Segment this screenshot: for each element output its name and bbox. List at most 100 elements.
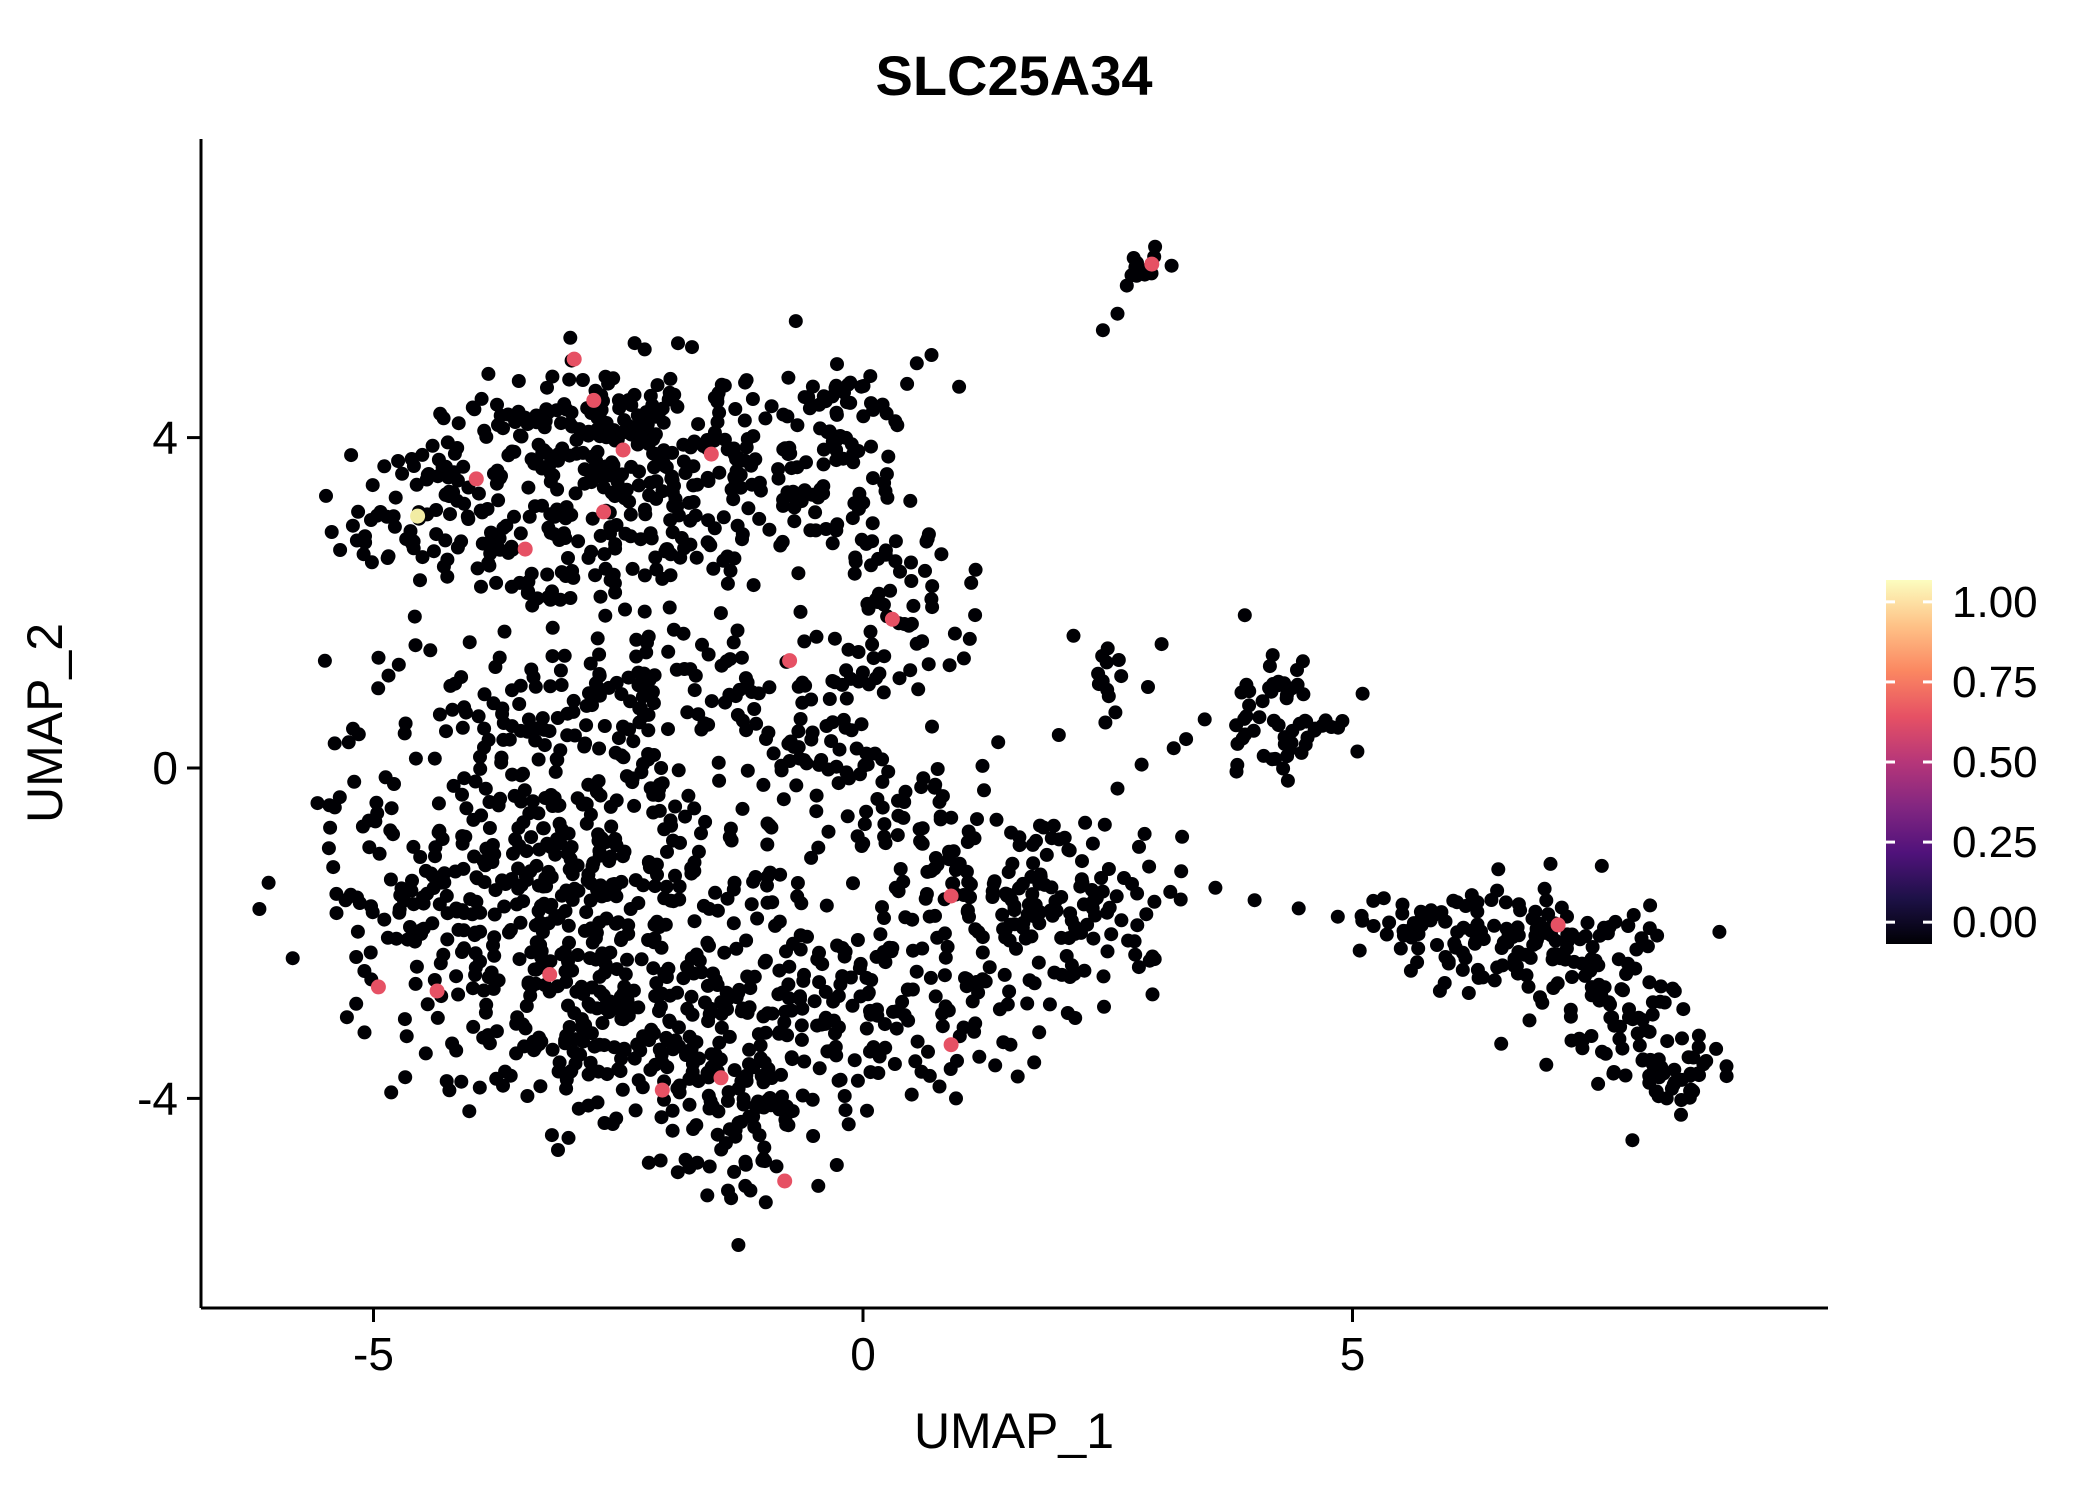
data-point — [553, 836, 568, 851]
data-point — [617, 844, 632, 859]
data-point — [704, 694, 719, 709]
data-point — [739, 1073, 754, 1088]
data-point — [904, 574, 919, 588]
data-point — [1025, 837, 1040, 852]
data-point — [901, 1013, 916, 1028]
data-point — [1591, 1076, 1606, 1091]
data-point — [1085, 836, 1100, 851]
data-point — [996, 922, 1011, 937]
data-point — [1032, 1025, 1047, 1040]
data-point — [329, 906, 344, 921]
data-point — [812, 975, 827, 990]
data-point — [672, 1078, 687, 1093]
data-point — [666, 622, 681, 637]
data-point — [545, 1042, 560, 1057]
data-point — [866, 471, 880, 486]
data-point — [1491, 862, 1506, 877]
data-point — [472, 1080, 487, 1095]
data-point — [618, 526, 633, 541]
data-point — [618, 602, 632, 617]
data-point — [457, 700, 472, 715]
data-point — [853, 989, 868, 1004]
data-point — [806, 1129, 821, 1143]
data-point — [413, 850, 428, 864]
data-point — [829, 1158, 844, 1172]
data-point — [1234, 685, 1249, 700]
data-point — [531, 904, 546, 918]
data-point — [772, 963, 787, 978]
data-point — [496, 521, 511, 536]
data-point — [876, 597, 891, 612]
data-point — [514, 794, 529, 809]
data-point — [341, 735, 356, 750]
data-point — [1098, 715, 1113, 730]
data-point — [760, 816, 775, 831]
data-point — [616, 425, 630, 440]
data-point — [1594, 858, 1609, 873]
data-point — [522, 509, 537, 524]
data-point — [388, 490, 403, 505]
data-point — [819, 522, 833, 536]
data-point — [662, 600, 677, 615]
highlight-point — [542, 967, 558, 982]
data-point — [818, 394, 833, 409]
data-point — [782, 991, 796, 1006]
data-point — [1068, 1011, 1083, 1025]
data-point — [724, 833, 739, 848]
data-point — [575, 373, 590, 387]
data-point — [261, 875, 276, 890]
highlight-point — [1144, 256, 1160, 272]
data-point — [333, 543, 348, 557]
data-point — [799, 455, 813, 470]
data-point — [702, 901, 717, 916]
data-point — [742, 1057, 756, 1072]
data-point — [682, 1160, 697, 1175]
data-point — [395, 883, 410, 898]
data-point — [440, 435, 455, 450]
data-point — [726, 916, 741, 931]
data-point — [512, 697, 527, 711]
data-point — [653, 999, 668, 1014]
data-point — [950, 1053, 964, 1068]
data-point — [1197, 712, 1212, 727]
data-point — [726, 441, 741, 456]
data-point — [1148, 239, 1163, 254]
data-point — [543, 679, 558, 694]
data-point — [616, 719, 630, 734]
data-point — [1642, 1068, 1657, 1083]
data-point — [830, 517, 845, 532]
data-point — [365, 478, 380, 493]
data-point — [903, 493, 918, 508]
data-point — [498, 877, 513, 891]
data-point — [627, 336, 642, 351]
data-point — [1091, 666, 1106, 681]
data-point — [797, 634, 812, 649]
data-point — [637, 568, 652, 583]
highlight-point — [566, 351, 582, 367]
data-point — [801, 390, 816, 405]
data-point — [642, 1033, 657, 1048]
data-point — [455, 787, 469, 802]
data-point — [678, 466, 693, 480]
data-point — [991, 735, 1006, 750]
data-point — [1062, 931, 1076, 946]
data-point — [934, 547, 949, 562]
data-point — [391, 657, 406, 672]
data-point — [543, 900, 558, 915]
data-point — [663, 568, 678, 583]
data-point — [455, 720, 470, 735]
data-point — [599, 416, 614, 430]
data-point — [1667, 984, 1682, 999]
data-point — [932, 1079, 947, 1094]
data-point — [687, 683, 702, 698]
data-point — [629, 632, 644, 647]
data-point — [525, 598, 540, 613]
data-point — [580, 873, 595, 888]
data-point — [1300, 730, 1315, 745]
data-point — [1078, 815, 1093, 830]
data-point — [791, 724, 806, 739]
data-point — [451, 987, 466, 1002]
data-point — [1518, 947, 1532, 962]
data-point — [1276, 761, 1291, 776]
data-point — [1100, 641, 1115, 656]
